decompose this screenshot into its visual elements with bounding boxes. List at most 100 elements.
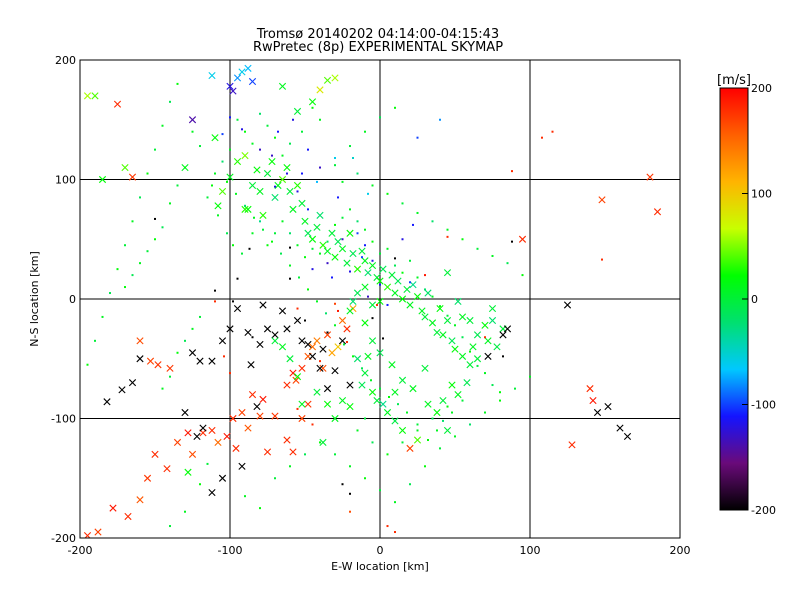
point-cross — [323, 76, 332, 84]
point-dot — [476, 247, 479, 250]
point-cross — [199, 424, 207, 432]
point-cross — [271, 337, 279, 345]
point-dot — [169, 525, 171, 528]
point-cross — [346, 381, 354, 389]
point-dot — [364, 477, 366, 480]
point-cross — [128, 173, 137, 181]
point-dot — [304, 453, 306, 456]
point-cross — [244, 64, 252, 72]
point-cross — [289, 448, 297, 456]
point-cross — [208, 426, 216, 435]
point-dot — [311, 423, 314, 426]
point-cross — [353, 265, 362, 273]
point-dot — [304, 256, 306, 259]
point-dot — [514, 387, 516, 390]
point-dot — [281, 220, 284, 223]
point-dot — [349, 270, 351, 273]
point-cross — [143, 474, 152, 482]
point-dot — [169, 202, 171, 205]
point-dot — [484, 372, 486, 375]
point-dot — [146, 250, 149, 253]
point-dot — [176, 184, 179, 187]
point-dot — [253, 216, 255, 219]
point-dot — [307, 148, 309, 151]
point-cross — [289, 205, 297, 213]
point-dot — [139, 262, 141, 265]
point-cross — [368, 337, 377, 345]
point-dot — [154, 148, 156, 151]
point-cross — [278, 175, 287, 184]
point-cross — [346, 402, 354, 411]
point-dot — [296, 244, 299, 247]
point-cross — [338, 396, 347, 405]
point-dot — [199, 145, 201, 148]
point-cross — [424, 289, 432, 297]
point-dot — [442, 419, 444, 422]
point-cross — [319, 345, 327, 353]
point-dot — [101, 315, 104, 318]
point-dot — [154, 217, 156, 220]
point-dot — [461, 238, 464, 241]
point-dot — [371, 259, 374, 262]
point-dot — [221, 133, 224, 136]
point-dot — [431, 220, 434, 223]
point-cross — [473, 331, 482, 339]
point-cross — [263, 325, 272, 333]
point-dot — [446, 405, 449, 408]
point-cross — [226, 82, 234, 90]
point-dot — [394, 264, 396, 267]
point-dot — [236, 277, 239, 280]
colorbar-tick-label: 0 — [751, 293, 758, 306]
point-dot — [409, 281, 411, 284]
point-cross — [406, 301, 414, 309]
point-dot — [367, 295, 369, 298]
point-dot — [469, 350, 471, 353]
x-tick-label: 200 — [670, 544, 691, 557]
point-cross — [293, 316, 302, 325]
point-cross — [398, 376, 407, 384]
point-cross — [308, 352, 317, 360]
point-cross — [413, 293, 422, 301]
point-cross — [448, 337, 456, 345]
point-cross — [274, 181, 282, 190]
point-dot — [274, 185, 276, 188]
point-dot — [356, 172, 359, 175]
point-dot — [271, 154, 273, 157]
point-dot — [116, 268, 119, 271]
point-dot — [289, 142, 291, 145]
point-cross — [338, 245, 347, 253]
point-dot — [274, 477, 276, 480]
point-cross — [409, 385, 417, 393]
point-cross — [586, 385, 594, 393]
point-cross — [368, 261, 377, 270]
point-cross — [259, 301, 267, 309]
point-cross — [358, 247, 366, 255]
point-cross — [379, 265, 387, 273]
point-cross — [373, 396, 381, 405]
point-dot — [424, 274, 426, 277]
point-dot — [379, 252, 381, 255]
point-cross — [328, 229, 336, 237]
point-cross — [338, 337, 347, 345]
point-cross — [136, 337, 144, 345]
point-dot — [371, 184, 374, 187]
point-cross — [253, 402, 261, 411]
point-cross — [406, 444, 414, 452]
point-dot — [364, 228, 366, 231]
point-dot — [541, 136, 543, 139]
point-cross — [451, 345, 459, 353]
point-dot — [476, 364, 479, 367]
point-cross — [379, 400, 387, 408]
point-cross — [488, 304, 497, 313]
point-dot — [229, 116, 231, 119]
point-dot — [401, 202, 404, 205]
point-dot — [161, 124, 164, 127]
point-cross — [443, 426, 452, 435]
point-cross — [166, 364, 174, 372]
point-cross — [293, 373, 302, 381]
point-cross — [301, 217, 309, 225]
point-cross — [469, 343, 477, 351]
point-cross — [248, 391, 257, 399]
